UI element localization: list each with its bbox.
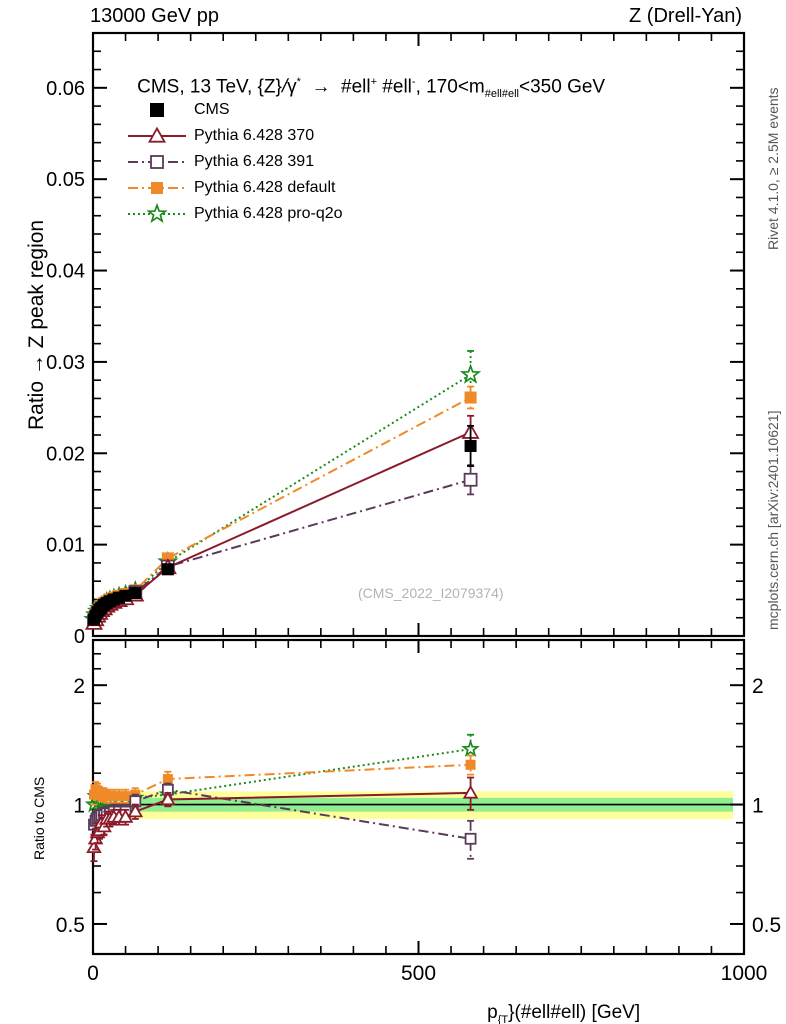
main-series-pythia-6-428-370	[84, 414, 480, 630]
ratio-ytick-label-right: 0.5	[752, 914, 781, 937]
ratio-ytick-label-right: 1	[752, 795, 764, 818]
xaxis-label-p: p	[487, 1002, 498, 1023]
marker-filled-square	[114, 791, 125, 802]
title-part-mass-hi: <350 GeV	[519, 76, 606, 98]
marker-open-triangle	[462, 784, 479, 799]
marker-filled-square	[108, 791, 119, 802]
marker-filled-square	[161, 563, 174, 576]
legend-marker-pythia-6-428-391[interactable]	[128, 155, 186, 169]
title-part-plus: +	[370, 76, 378, 88]
marker-open-square	[463, 472, 478, 487]
header-right: Z (Drell-Yan)	[629, 5, 742, 27]
title-part-a: CMS, 13 TeV, {Z}	[137, 76, 282, 98]
header-left: 13000 GeV pp	[90, 5, 219, 27]
legend-item-pythia-370[interactable]: Pythia 6.428 370	[194, 127, 315, 144]
xaxis-label-sub: {T	[497, 1013, 509, 1024]
main-ytick-label: 0.05	[46, 169, 85, 191]
marker-open-star	[459, 363, 482, 384]
legend-item-pythia-pro-q2o[interactable]: Pythia 6.428 pro-q2o	[194, 205, 343, 222]
legend-marker-pythia-6-428-370[interactable]	[128, 126, 186, 143]
xtick-label: 0	[87, 962, 99, 985]
main-ytick-label: 0.04	[46, 261, 85, 283]
marker-filled-square	[162, 774, 173, 785]
marker-open-star	[146, 202, 168, 224]
marker-open-square	[150, 155, 164, 169]
main-ytick-label: 0.06	[46, 78, 85, 100]
title-part-mass-sub: #ell#ell	[484, 88, 519, 101]
ratio-ytick-label: 0.5	[56, 914, 85, 937]
main-ytick-label: 0	[74, 626, 85, 648]
ratio-ytick-label: 1	[73, 795, 85, 818]
xaxis-label: p{T}(#ell#ell) [GeV]	[466, 984, 640, 1024]
marker-open-triangle	[160, 791, 176, 806]
legend-item-pythia-391[interactable]: Pythia 6.428 391	[194, 153, 315, 170]
marker-filled-square	[151, 182, 163, 194]
main-title: CMS, 13 TeV, {Z}/γ* → #ell+ #ell-, 170<m…	[116, 58, 605, 119]
main-series-pythia-6-428-391	[87, 464, 478, 629]
series-line	[93, 431, 471, 624]
series-line	[93, 396, 472, 619]
legend-item-pythia-default[interactable]: Pythia 6.428 default	[194, 179, 336, 196]
legend: CMS Pythia 6.428 370 Pythia 6.428 391 Py…	[194, 102, 343, 232]
main-ytick-label: 0.01	[46, 535, 85, 557]
marker-filled-square	[150, 103, 164, 117]
title-part-mass-lo: , 170<m	[415, 76, 485, 98]
xtick-label: 1000	[721, 962, 768, 985]
marker-open-triangle	[147, 126, 167, 143]
marker-open-square	[464, 832, 477, 845]
marker-filled-square	[465, 759, 476, 770]
ratio-ytick-label-right: 2	[752, 675, 764, 698]
title-part-gamma: γ	[287, 76, 297, 98]
title-part-minus: -	[411, 76, 416, 88]
legend-marker-cms[interactable]	[150, 103, 164, 117]
marker-filled-square	[464, 391, 477, 404]
xaxis-label-rest: }(#ell#ell) [GeV]	[508, 1002, 641, 1023]
legend-marker-pythia-6-428-pro-q2o[interactable]	[128, 202, 186, 224]
marker-filled-square	[464, 439, 477, 452]
marker-filled-square	[120, 791, 131, 802]
marker-open-triangle	[127, 803, 144, 818]
main-ytick-label: 0.02	[46, 443, 85, 465]
main-series-pythia-6-428-default	[87, 385, 477, 625]
series-line	[93, 478, 471, 622]
title-part-ell2: #ell	[377, 76, 412, 98]
analysis-watermark: (CMS_2022_I2079374)	[358, 585, 504, 601]
marker-filled-square	[119, 589, 132, 602]
legend-item-cms[interactable]: CMS	[194, 101, 230, 118]
main-ytick-label: 0.03	[46, 352, 85, 374]
main-series-cms	[87, 424, 477, 626]
legend-marker-pythia-6-428-default[interactable]	[128, 182, 186, 194]
xtick-label: 500	[401, 962, 436, 985]
marker-filled-square	[129, 587, 142, 600]
ratio-series-pythia-6-428-370	[86, 776, 479, 863]
title-part-star: *	[296, 76, 301, 88]
title-part-arrow: → #ell	[300, 76, 371, 98]
ratio-ytick-label: 2	[73, 675, 85, 698]
marker-open-star	[461, 739, 480, 757]
